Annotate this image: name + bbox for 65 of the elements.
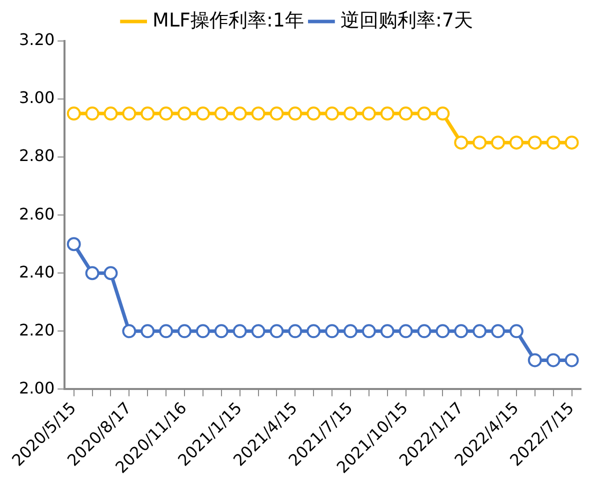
point (306, 324, 321, 338)
point (178, 106, 192, 121)
point (251, 324, 266, 338)
point (159, 106, 174, 121)
point (528, 136, 542, 150)
point (417, 324, 432, 338)
point (380, 106, 394, 121)
point (509, 136, 524, 150)
y-tick-label: 2.40 (19, 262, 55, 282)
point (454, 136, 468, 150)
point (343, 106, 358, 121)
point (491, 136, 506, 150)
point (325, 324, 340, 338)
point (196, 106, 210, 121)
point (140, 324, 155, 338)
point (509, 324, 524, 338)
point (398, 324, 413, 338)
point (398, 106, 413, 121)
point (325, 106, 340, 121)
y-tick-label: 2.00 (19, 378, 55, 398)
point (546, 353, 560, 368)
point (380, 324, 394, 338)
point (436, 106, 450, 121)
legend-label: MLF操作利率:1年 (152, 9, 304, 32)
point (362, 106, 376, 121)
point (122, 106, 136, 121)
point (472, 136, 487, 150)
y-tick-label: 2.20 (19, 320, 55, 340)
point (343, 324, 358, 338)
point (546, 136, 560, 150)
legend-label: 逆回购利率:7天 (340, 9, 473, 32)
point (528, 353, 542, 368)
point (454, 324, 468, 338)
point (362, 324, 376, 338)
point (436, 324, 450, 338)
point (214, 324, 228, 338)
point (232, 106, 247, 121)
point (196, 324, 210, 338)
point (288, 324, 302, 338)
point (270, 324, 284, 338)
point (417, 106, 432, 121)
point (178, 324, 192, 338)
point (232, 324, 247, 338)
point (564, 136, 579, 150)
point (104, 106, 118, 121)
y-tick-label: 3.20 (19, 30, 55, 50)
point (85, 266, 100, 280)
point (472, 324, 487, 338)
point (104, 266, 118, 280)
point (122, 324, 136, 338)
y-tick-label: 3.00 (19, 88, 55, 108)
y-tick-label: 2.80 (19, 146, 55, 166)
point (491, 324, 506, 338)
point (140, 106, 155, 121)
point (564, 353, 579, 368)
point (251, 106, 266, 121)
point (66, 106, 81, 121)
point (85, 106, 100, 121)
point (270, 106, 284, 121)
point (159, 324, 174, 338)
point (66, 237, 81, 252)
y-tick-label: 2.60 (19, 204, 55, 224)
point (214, 106, 228, 121)
point (306, 106, 321, 121)
point (288, 106, 302, 121)
